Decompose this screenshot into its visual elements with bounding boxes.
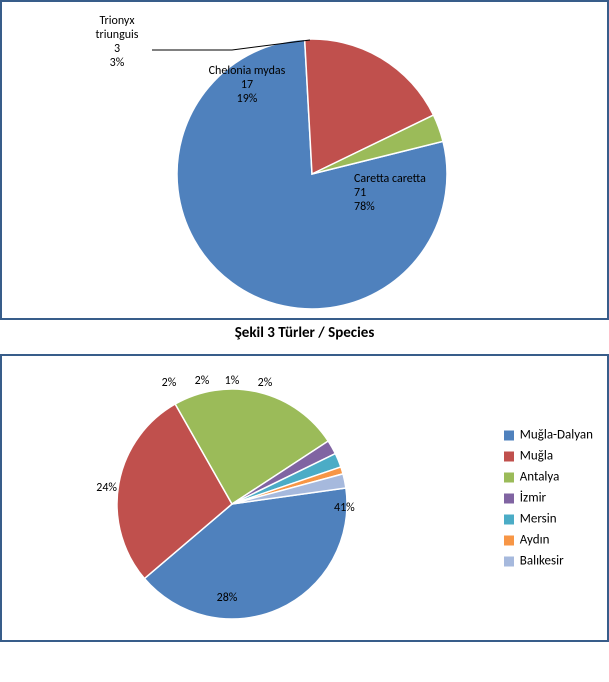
region-pie-label: 2% xyxy=(258,376,273,390)
chart1-caption: Şekil 3 Türler / Species xyxy=(0,324,609,342)
region-pie-legend-item: Antalya xyxy=(504,470,593,485)
species-pie-frame: Caretta caretta7178%Chelonia mydas1719%T… xyxy=(0,0,609,320)
legend-label: Muğla-Dalyan xyxy=(520,428,593,443)
region-pie-legend-item: Balıkesir xyxy=(504,554,593,569)
region-pie-legend: Muğla-Dalyan Muğla Antalya İzmir Mersin … xyxy=(504,422,593,575)
species-pie-svg: Caretta caretta7178%Chelonia mydas1719%T… xyxy=(2,2,609,322)
legend-swatch xyxy=(504,535,514,545)
legend-label: Antalya xyxy=(520,470,560,485)
legend-label: Mersin xyxy=(520,512,557,527)
region-pie-legend-item: Aydın xyxy=(504,533,593,548)
legend-swatch xyxy=(504,556,514,566)
species-pie-label: Trionyxtriunguis33% xyxy=(96,14,139,70)
region-pie-label: 24% xyxy=(96,481,117,495)
legend-swatch xyxy=(504,472,514,482)
region-pie-legend-item: Muğla-Dalyan xyxy=(504,428,593,443)
legend-label: Aydın xyxy=(520,533,550,548)
legend-swatch xyxy=(504,451,514,461)
legend-label: İzmir xyxy=(520,491,546,506)
region-pie-legend-item: Muğla xyxy=(504,449,593,464)
region-pie-label: 2% xyxy=(162,376,177,390)
legend-swatch xyxy=(504,493,514,503)
region-pie-label: 2% xyxy=(195,374,210,388)
region-pie-legend-item: İzmir xyxy=(504,491,593,506)
legend-label: Muğla xyxy=(520,449,553,464)
region-pie-legend-item: Mersin xyxy=(504,512,593,527)
region-pie-label: 1% xyxy=(225,374,240,388)
region-pie-label: 28% xyxy=(217,591,238,605)
region-pie-frame: 41% 28% 24% 2% 2% 1% 2% Muğla-Dalyan Muğla Ant… xyxy=(0,354,609,642)
legend-swatch xyxy=(504,430,514,440)
legend-swatch xyxy=(504,514,514,524)
region-pie-label: 41% xyxy=(334,501,355,515)
legend-label: Balıkesir xyxy=(520,554,564,569)
